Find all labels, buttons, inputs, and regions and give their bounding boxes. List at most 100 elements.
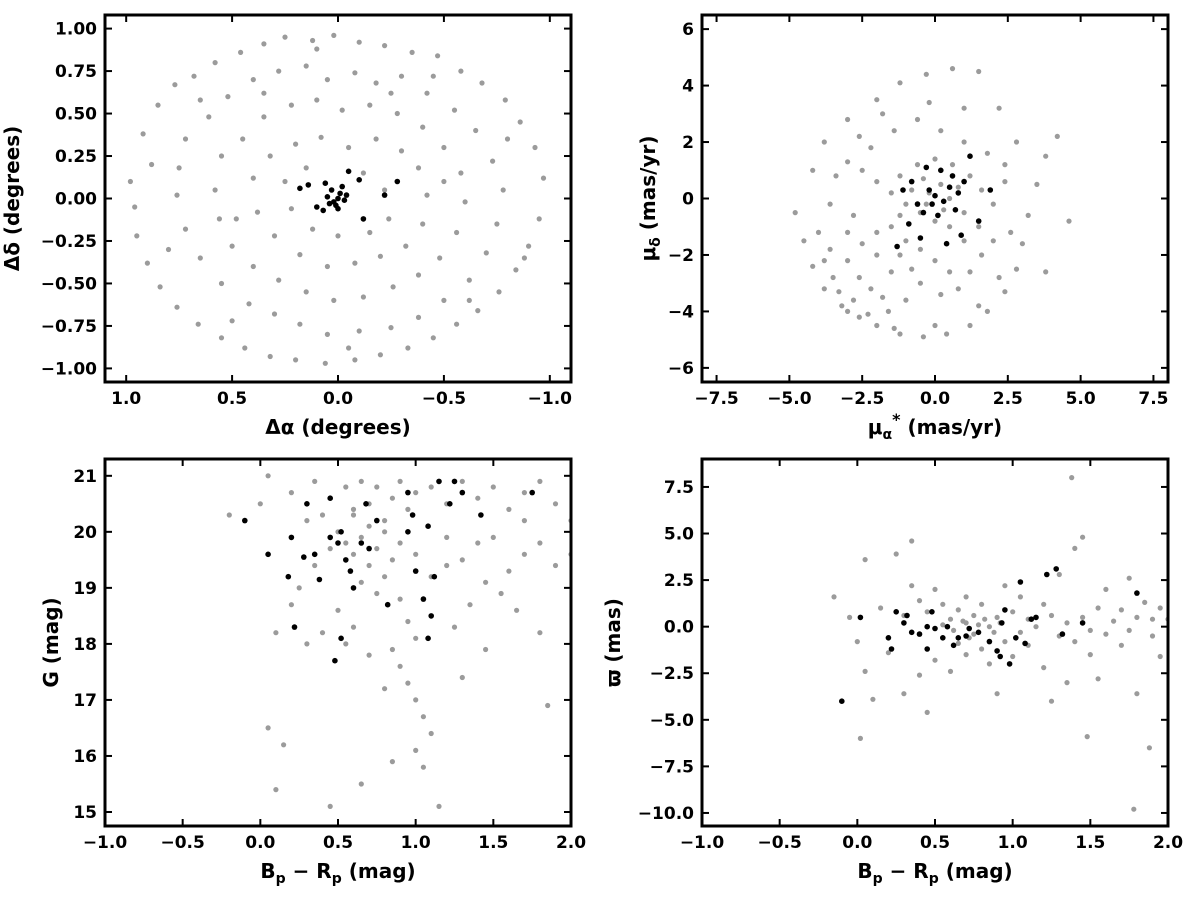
x-tick-label: −5.0 <box>767 389 812 409</box>
field-star-point <box>536 216 542 222</box>
field-star-point <box>1041 665 1047 671</box>
x-axis-label: Bp − Rp (mag) <box>260 859 415 887</box>
field-star-point <box>940 622 946 628</box>
field-star-point <box>358 781 364 787</box>
member-star-point <box>405 529 411 535</box>
field-star-point <box>845 258 851 264</box>
field-star-point <box>389 557 395 563</box>
field-star-point <box>909 583 915 589</box>
member-stars-series <box>242 478 535 664</box>
member-star-point <box>1079 620 1086 626</box>
field-star-point <box>979 601 985 607</box>
y-tick-label: 21 <box>73 467 97 487</box>
member-star-point <box>326 200 333 207</box>
member-star-point <box>924 646 930 652</box>
field-star-point <box>352 357 358 363</box>
field-star-point <box>891 325 897 331</box>
field-star-point <box>420 221 426 227</box>
field-star-point <box>216 216 222 222</box>
member-star-point <box>356 177 363 183</box>
field-star-point <box>420 124 426 130</box>
axes-frame <box>700 457 1170 828</box>
y-tick-label: −0.25 <box>41 232 97 252</box>
field-star-point <box>475 308 481 314</box>
field-star-point <box>386 216 392 222</box>
field-star-point <box>859 241 865 247</box>
field-star-point <box>506 506 512 512</box>
field-star-point <box>888 190 894 196</box>
member-star-point <box>900 187 906 193</box>
field-star-point <box>310 37 316 44</box>
field-star-point <box>537 478 543 484</box>
y-tick-label: −0.75 <box>41 317 97 337</box>
member-star-point <box>1022 640 1028 647</box>
field-star-point <box>149 161 155 168</box>
field-star-point <box>1142 599 1148 606</box>
field-star-point <box>267 353 273 360</box>
field-star-point <box>206 114 212 120</box>
field-star-point <box>350 506 357 512</box>
panel-cmd: −1.0 −0.5 0.0 0.5 1.0 1.5 2.0 15 16 17 18 19 20 21 Bp … <box>39 457 586 887</box>
field-star-point <box>144 260 150 266</box>
field-star-point <box>261 90 267 96</box>
field-star-point <box>815 229 822 235</box>
field-star-point <box>821 139 827 145</box>
member-star-point <box>305 182 312 188</box>
field-star-point <box>990 238 996 244</box>
member-star-point <box>324 194 331 200</box>
field-star-point <box>358 579 364 585</box>
field-star-point <box>502 97 508 103</box>
field-star-point <box>1043 269 1049 275</box>
x-tick-label: 0.5 <box>217 389 247 409</box>
field-star-point <box>1041 601 1047 607</box>
field-star-point <box>377 352 383 358</box>
field-star-point <box>827 201 833 207</box>
field-star-point <box>373 136 379 142</box>
member-star-point <box>341 197 348 203</box>
member-star-point <box>1134 590 1140 596</box>
field-star-point <box>335 233 341 239</box>
field-star-point <box>405 506 411 512</box>
y-tick-label: −5.0 <box>650 711 695 731</box>
field-star-point <box>233 216 239 222</box>
member-star-point <box>961 178 967 185</box>
field-star-point <box>441 144 447 151</box>
x-tick-label: 0.0 <box>245 833 275 853</box>
field-star-point <box>303 165 309 171</box>
field-star-point <box>526 243 532 249</box>
y-tick-label: 1.00 <box>55 20 97 40</box>
field-star-point <box>947 269 953 275</box>
field-star-point <box>127 178 133 185</box>
field-star-point <box>979 252 985 258</box>
field-star-point <box>532 144 538 151</box>
field-star-point <box>827 246 833 252</box>
field-star-point <box>197 97 203 103</box>
member-star-point <box>893 609 899 615</box>
field-star-point <box>424 192 430 198</box>
member-star-point <box>412 568 419 574</box>
x-tick-label: 5.0 <box>1066 389 1096 409</box>
member-star-point <box>955 190 962 196</box>
field-star-point <box>314 46 320 52</box>
field-star-point <box>1126 575 1132 581</box>
field-star-point <box>932 258 938 264</box>
y-tick-label: 0.25 <box>55 147 97 167</box>
field-star-point <box>389 759 395 765</box>
y-tick-label: 17 <box>73 691 97 711</box>
member-star-point <box>839 698 845 704</box>
field-star-point <box>389 495 395 501</box>
member-star-point <box>288 534 295 541</box>
field-star-point <box>938 128 944 134</box>
field-star-point <box>537 540 543 546</box>
field-star-point <box>225 94 231 100</box>
member-star-point <box>451 478 458 485</box>
scatter-points <box>831 475 1168 812</box>
x-tick-label: 0.5 <box>323 833 353 853</box>
field-star-point <box>947 224 953 230</box>
field-star-point <box>854 639 860 645</box>
field-star-point <box>891 128 897 134</box>
field-star-point <box>451 107 458 113</box>
field-star-point <box>888 269 894 275</box>
field-star-point <box>360 170 366 176</box>
field-star-point <box>467 602 473 608</box>
